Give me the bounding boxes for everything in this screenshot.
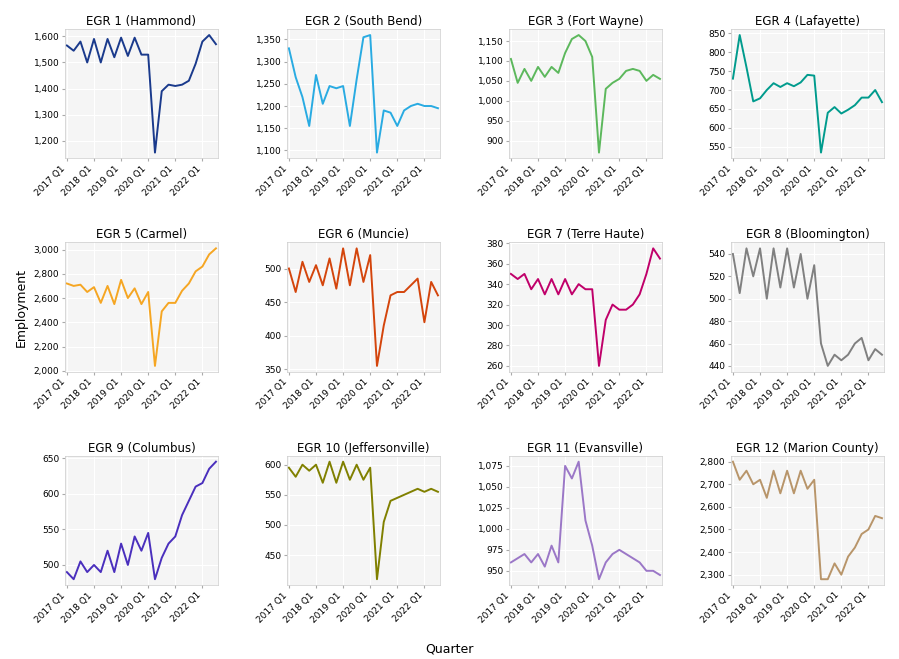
Title: EGR 6 (Muncie): EGR 6 (Muncie) [318, 228, 409, 241]
Title: EGR 1 (Hammond): EGR 1 (Hammond) [86, 15, 196, 28]
Title: EGR 12 (Marion County): EGR 12 (Marion County) [736, 442, 878, 455]
Title: EGR 4 (Lafayette): EGR 4 (Lafayette) [755, 15, 860, 28]
Title: EGR 8 (Bloomington): EGR 8 (Bloomington) [745, 228, 869, 241]
Title: EGR 9 (Columbus): EGR 9 (Columbus) [87, 442, 195, 455]
Title: EGR 10 (Jeffersonville): EGR 10 (Jeffersonville) [298, 442, 430, 455]
Title: EGR 7 (Terre Haute): EGR 7 (Terre Haute) [527, 228, 644, 241]
Title: EGR 5 (Carmel): EGR 5 (Carmel) [96, 228, 187, 241]
Title: EGR 11 (Evansville): EGR 11 (Evansville) [528, 442, 644, 455]
Text: Quarter: Quarter [425, 643, 474, 656]
Title: EGR 2 (South Bend): EGR 2 (South Bend) [305, 15, 422, 28]
Title: EGR 3 (Fort Wayne): EGR 3 (Fort Wayne) [528, 15, 643, 28]
Y-axis label: Employment: Employment [15, 268, 28, 347]
